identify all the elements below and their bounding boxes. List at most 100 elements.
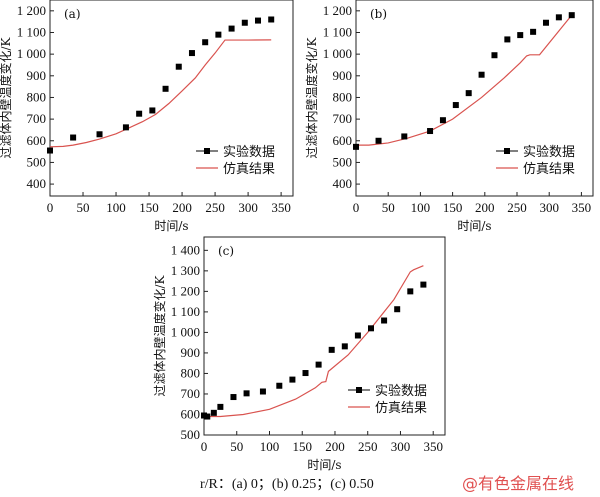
panel-label: (a)	[64, 7, 81, 21]
data-point	[504, 36, 511, 43]
x-tick-label: 350	[271, 200, 291, 215]
data-point	[188, 50, 195, 57]
x-tick-label: 150	[139, 200, 159, 215]
data-point	[162, 85, 169, 92]
x-tick-label: 50	[77, 200, 90, 215]
series-line-simulation	[356, 14, 573, 146]
x-tick-label: 0	[201, 439, 208, 454]
x-tick-label: 0	[353, 200, 360, 215]
y-tick-label: 1 400	[171, 242, 200, 257]
x-axis-label: 时间/s	[457, 219, 491, 233]
data-point	[241, 19, 248, 26]
data-point	[341, 343, 348, 350]
x-tick-label: 350	[423, 439, 443, 454]
data-point	[407, 288, 414, 295]
y-tick-label: 600	[27, 133, 47, 148]
x-tick-label: 100	[260, 439, 280, 454]
x-tick-label: 200	[325, 439, 345, 454]
y-tick-label: 500	[27, 154, 47, 169]
data-point	[215, 31, 222, 38]
data-point	[228, 25, 235, 32]
data-point	[542, 19, 549, 26]
data-point	[302, 370, 309, 377]
data-point	[259, 388, 266, 395]
y-tick-label: 1 200	[323, 3, 352, 18]
x-tick-label: 150	[292, 439, 312, 454]
y-tick-label: 900	[181, 345, 201, 360]
data-point	[401, 133, 408, 140]
x-tick-label: 100	[411, 200, 431, 215]
legend-label-experiment: 实验数据	[523, 144, 575, 160]
y-axis-label: 过滤体内壁温度变化/K	[0, 36, 13, 158]
data-point	[394, 306, 401, 313]
y-tick-label: 400	[27, 176, 47, 191]
legend-label-experiment: 实验数据	[223, 144, 275, 160]
plot-frame	[49, 0, 294, 197]
x-tick-label: 300	[238, 200, 258, 215]
data-point	[420, 281, 427, 288]
data-point	[465, 90, 472, 97]
y-tick-label: 800	[333, 89, 353, 104]
data-point	[439, 117, 446, 124]
x-tick-label: 50	[230, 439, 243, 454]
y-tick-label: 800	[181, 365, 201, 380]
y-tick-label: 1 000	[171, 324, 200, 339]
plot-frame	[355, 0, 594, 197]
legend-label-simulation: 仿真结果	[223, 162, 275, 177]
y-tick-label: 700	[333, 111, 353, 126]
y-tick-label: 1 300	[171, 263, 200, 278]
x-tick-label: 300	[539, 200, 559, 215]
data-point	[122, 124, 129, 131]
data-point	[175, 63, 182, 70]
series-line-simulation	[204, 265, 424, 418]
x-tick-label: 250	[507, 200, 527, 215]
y-tick-label: 900	[27, 68, 47, 83]
x-tick-label: 0	[47, 200, 54, 215]
data-point	[47, 147, 53, 154]
data-point	[568, 12, 575, 19]
x-tick-label: 150	[443, 200, 463, 215]
data-point	[255, 17, 262, 24]
x-tick-label: 100	[106, 200, 126, 215]
x-tick-label: 300	[391, 439, 411, 454]
y-tick-label: 1 100	[323, 24, 352, 39]
plot-frame	[203, 236, 446, 436]
data-point	[375, 137, 382, 144]
data-point	[381, 317, 388, 324]
legend-label-simulation: 仿真结果	[375, 401, 427, 416]
y-tick-label: 1 000	[323, 46, 352, 61]
y-tick-label: 1 200	[17, 3, 46, 18]
legend-label-experiment: 实验数据	[375, 383, 427, 399]
y-tick-label: 700	[181, 386, 201, 401]
x-axis-label: 时间/s	[307, 458, 341, 472]
data-point	[96, 131, 103, 138]
panel-label: (b)	[370, 7, 387, 21]
legend-scatter-marker	[356, 387, 362, 393]
data-point	[268, 16, 275, 23]
y-tick-label: 700	[27, 111, 47, 126]
data-point	[210, 409, 217, 416]
data-point	[149, 107, 156, 114]
data-point	[230, 394, 237, 401]
legend-scatter-marker	[504, 148, 510, 154]
data-point	[204, 413, 211, 420]
data-point	[136, 110, 143, 117]
data-point	[243, 390, 250, 397]
data-point	[315, 361, 322, 368]
y-tick-label: 600	[333, 133, 353, 148]
y-tick-label: 500	[181, 427, 201, 442]
data-point	[354, 332, 361, 339]
y-tick-label: 900	[333, 68, 353, 83]
x-tick-label: 50	[382, 200, 395, 215]
data-point	[530, 28, 537, 35]
y-axis-label: 过滤体内壁温度变化/K	[152, 274, 167, 396]
legend-label-simulation: 仿真结果	[523, 162, 575, 177]
y-tick-label: 800	[27, 89, 47, 104]
figure-caption: r/R：(a) 0；(b) 0.25；(c) 0.50	[200, 477, 374, 492]
x-tick-label: 250	[205, 200, 225, 215]
data-point	[217, 403, 224, 410]
data-point	[491, 52, 498, 59]
x-tick-label: 200	[475, 200, 495, 215]
series-line-simulation	[49, 39, 272, 148]
